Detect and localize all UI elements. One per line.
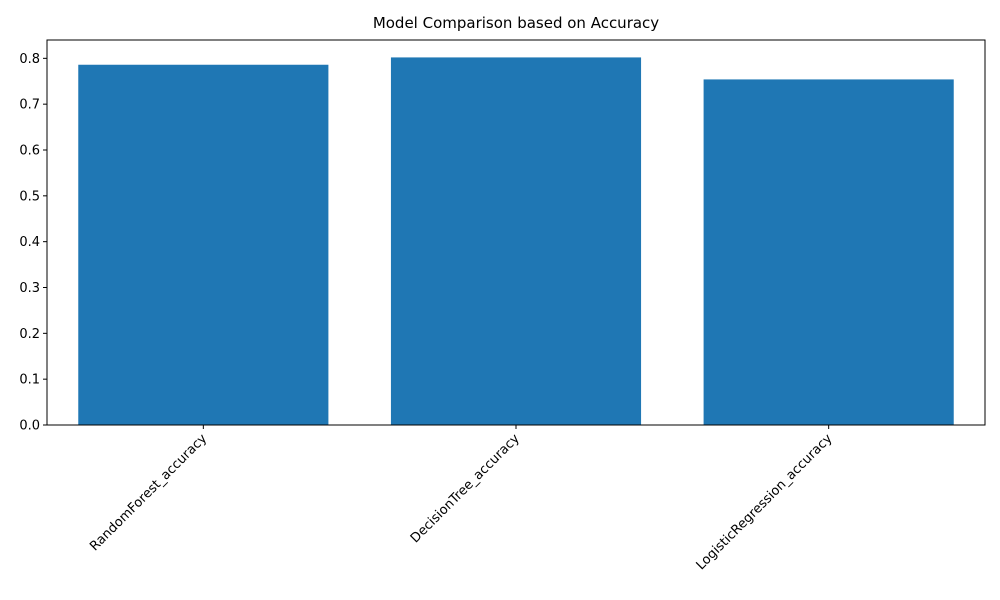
chart-title: Model Comparison based on Accuracy (373, 14, 659, 32)
y-tick-label: 0.5 (19, 189, 40, 204)
y-tick-label: 0.4 (19, 235, 40, 250)
y-tick-label: 0.3 (19, 281, 40, 296)
y-tick-label: 0.6 (19, 144, 40, 159)
y-axis: 0.0 0.1 0.2 0.3 0.4 0.5 0.6 0.7 0.8 (19, 52, 47, 434)
x-tick-label: DecisionTree_accuracy (408, 431, 523, 546)
x-tick-label: RandomForest_accuracy (87, 431, 210, 554)
plot-frame (46, 39, 986, 426)
x-axis: RandomForest_accuracy DecisionTree_accura… (87, 425, 836, 573)
bars-group (78, 57, 954, 426)
bar-RandomForest_accuracy (78, 64, 329, 425)
y-tick-label: 0.0 (19, 419, 40, 434)
x-tick-label: LogisticRegression_accuracy (694, 431, 836, 573)
bar-LogisticRegression_accuracy (703, 79, 954, 426)
y-tick-label: 0.8 (19, 52, 40, 67)
y-tick-label: 0.1 (19, 373, 40, 388)
y-tick-label: 0.7 (19, 98, 40, 113)
y-tick-label: 0.2 (19, 327, 40, 342)
bar-DecisionTree_accuracy (390, 57, 642, 426)
